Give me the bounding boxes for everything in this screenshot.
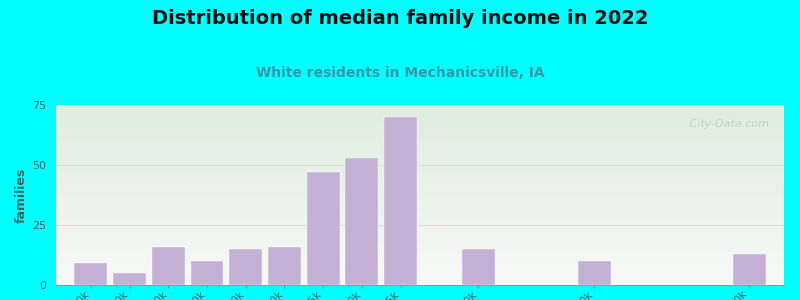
Text: White residents in Mechanicsville, IA: White residents in Mechanicsville, IA <box>256 66 544 80</box>
Bar <box>74 263 107 285</box>
Text: Distribution of median family income in 2022: Distribution of median family income in … <box>152 9 648 28</box>
Bar <box>384 117 417 285</box>
Bar <box>578 261 610 285</box>
Bar <box>113 273 146 285</box>
Bar <box>306 172 340 285</box>
Bar <box>346 158 378 285</box>
Text: City-Data.com: City-Data.com <box>679 119 770 129</box>
Bar <box>152 247 185 285</box>
Bar <box>190 261 223 285</box>
Bar <box>230 249 262 285</box>
Bar <box>462 249 494 285</box>
Bar <box>733 254 766 285</box>
Bar <box>268 247 301 285</box>
Y-axis label: families: families <box>15 167 28 223</box>
